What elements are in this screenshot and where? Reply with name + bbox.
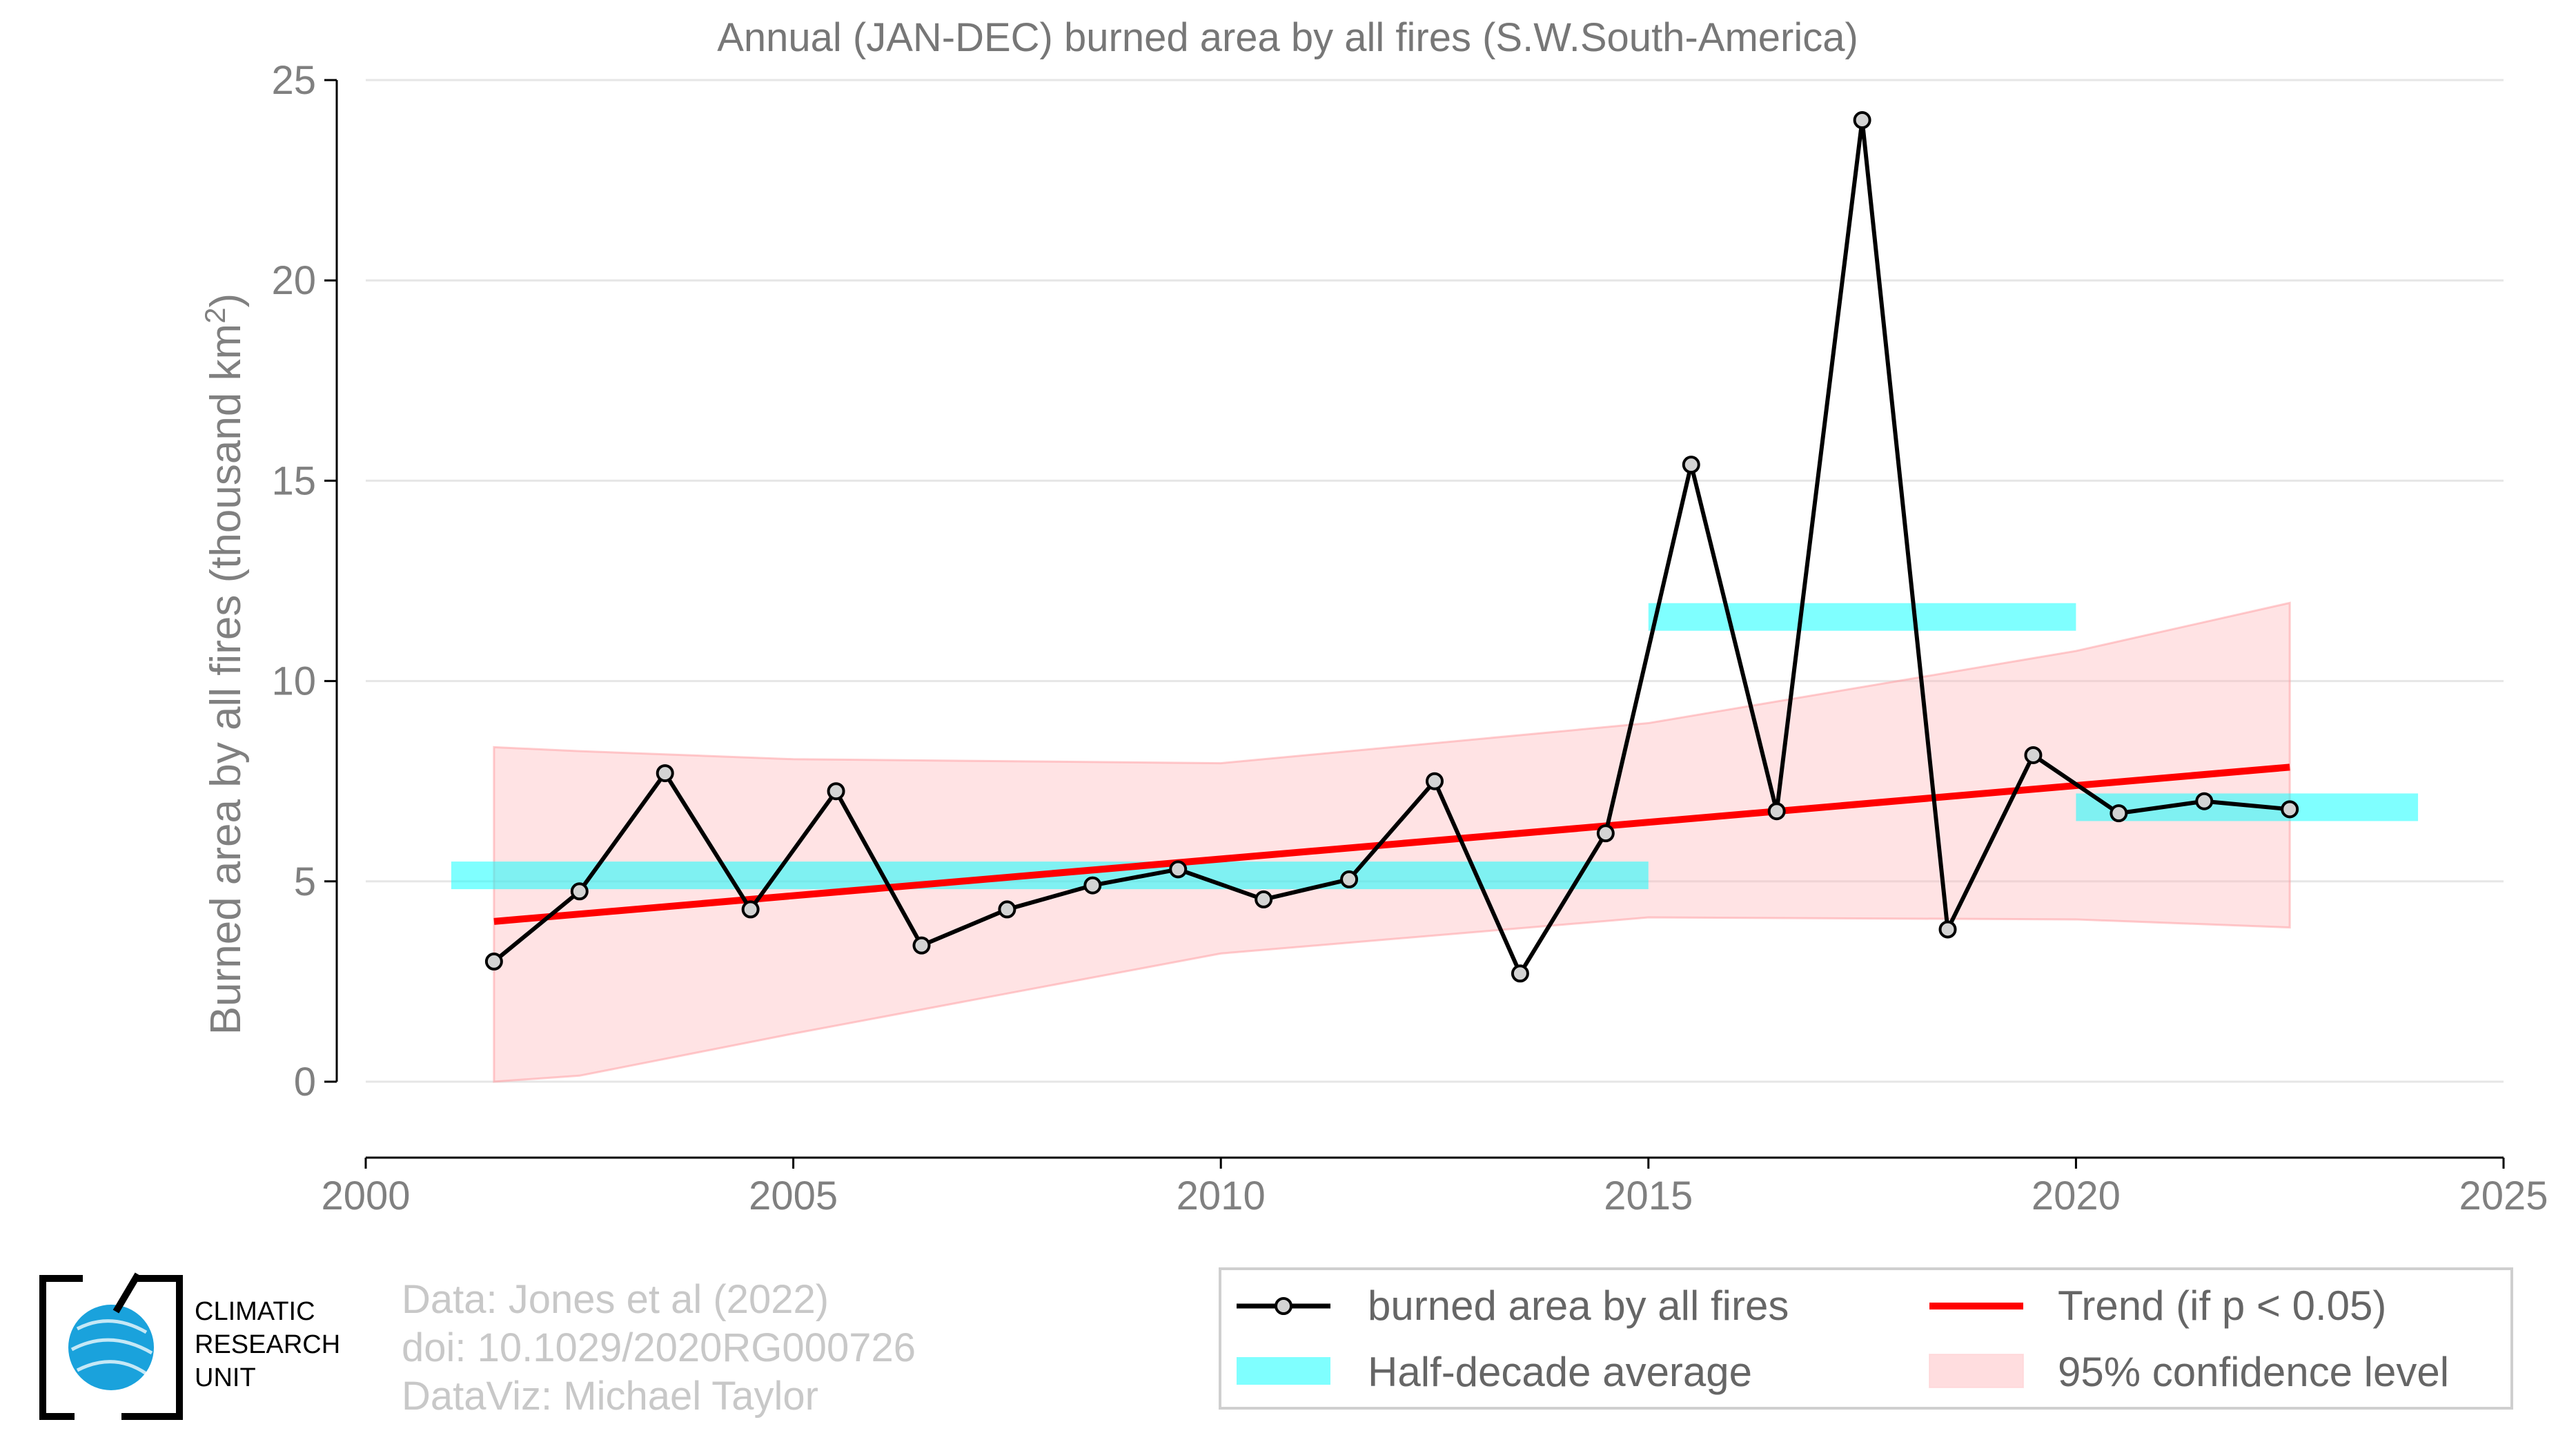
data-point-19 [2110,804,2128,823]
chart-title: Annual (JAN-DEC) burned area by all fire… [717,15,1858,60]
globe-swirl-2 [70,1338,153,1355]
legend-box [1219,1267,2513,1410]
credit-doi: doi: 10.1029/2020RG000726 [402,1325,916,1370]
data-point-20 [2195,792,2214,810]
series-line-0 [492,118,2290,976]
x-tick-label-0: 2000 [321,1174,410,1218]
y-tick-label-3: 15 [271,458,316,503]
cru-logo: CLIMATIC RESEARCH UNIT [39,1272,340,1420]
globe-swirl-1 [76,1319,148,1334]
globe-swirl-3 [76,1360,148,1376]
data-point-3 [741,900,760,919]
data-point-6 [998,900,1016,919]
y-tick-label-5: 25 [271,58,316,103]
data-point-0 [484,952,503,971]
y-tick-label-2: 10 [271,659,316,704]
data-point-5 [912,936,931,955]
half-decade-average-bar-1 [1648,603,2076,631]
data-point-15 [1767,802,1786,821]
legend-swatch-series-marker [1275,1297,1292,1315]
data-point-4 [827,782,845,801]
data-point-11 [1426,772,1444,790]
y-axis-label: Burned area by all fires (thousand km2) [199,293,250,1035]
logo-bracket-right [121,1275,183,1420]
trend-layer [493,763,2290,925]
legend: burned area by all fires Trend (if p < 0… [1219,1267,2513,1410]
data-point-10 [1340,870,1359,888]
series-layer [484,111,2299,983]
x-tick-label-3: 2015 [1604,1174,1693,1218]
x-tick-label-2: 2010 [1177,1174,1266,1218]
legend-label-trend: Trend (if p < 0.05) [2058,1283,2386,1329]
logo-text-line1: CLIMATIC [195,1297,315,1326]
y-tick-label-1: 5 [294,859,316,904]
data-point-7 [1083,876,1102,895]
data-point-1 [570,882,589,901]
x-tick-label-1: 2005 [749,1174,838,1218]
data-point-14 [1682,456,1700,474]
y-axis-label-end: ) [202,293,250,308]
x-tick-label-4: 2020 [2032,1174,2121,1218]
trend-line [493,763,2290,925]
x-tick-label-5: 2025 [2459,1174,2548,1218]
legend-label-average: Half-decade average [1368,1349,1752,1395]
logo-text-line2: RESEARCH [195,1330,340,1359]
data-point-16 [1853,111,1871,130]
legend-label-confidence: 95% confidence level [2058,1349,2449,1395]
data-point-8 [1169,860,1188,879]
data-point-12 [1511,964,1529,983]
data-point-9 [1255,890,1273,908]
y-axis-label-sup: 2 [199,307,231,323]
half-decade-average-layer [451,603,2419,890]
data-point-21 [2281,800,2299,819]
legend-swatch-average [1237,1357,1330,1385]
legend-swatch-confidence [1929,1354,2024,1388]
data-point-2 [656,764,674,783]
logo-text-line3: UNIT [195,1363,256,1392]
credit-dataviz: DataViz: Michael Taylor [402,1374,818,1419]
data-point-18 [2024,746,2043,764]
credit-data: Data: Jones et al (2022) [402,1277,829,1322]
y-tick-label-4: 20 [271,258,316,303]
logo-slash [112,1272,141,1314]
logo-bracket-left [39,1275,83,1420]
legend-label-series: burned area by all fires [1368,1283,1789,1329]
y-axis-label-main: Burned area by all fires (thousand km [202,324,250,1035]
data-point-17 [1938,920,1957,939]
y-tick-label-0: 0 [294,1060,316,1104]
data-point-13 [1596,824,1615,843]
